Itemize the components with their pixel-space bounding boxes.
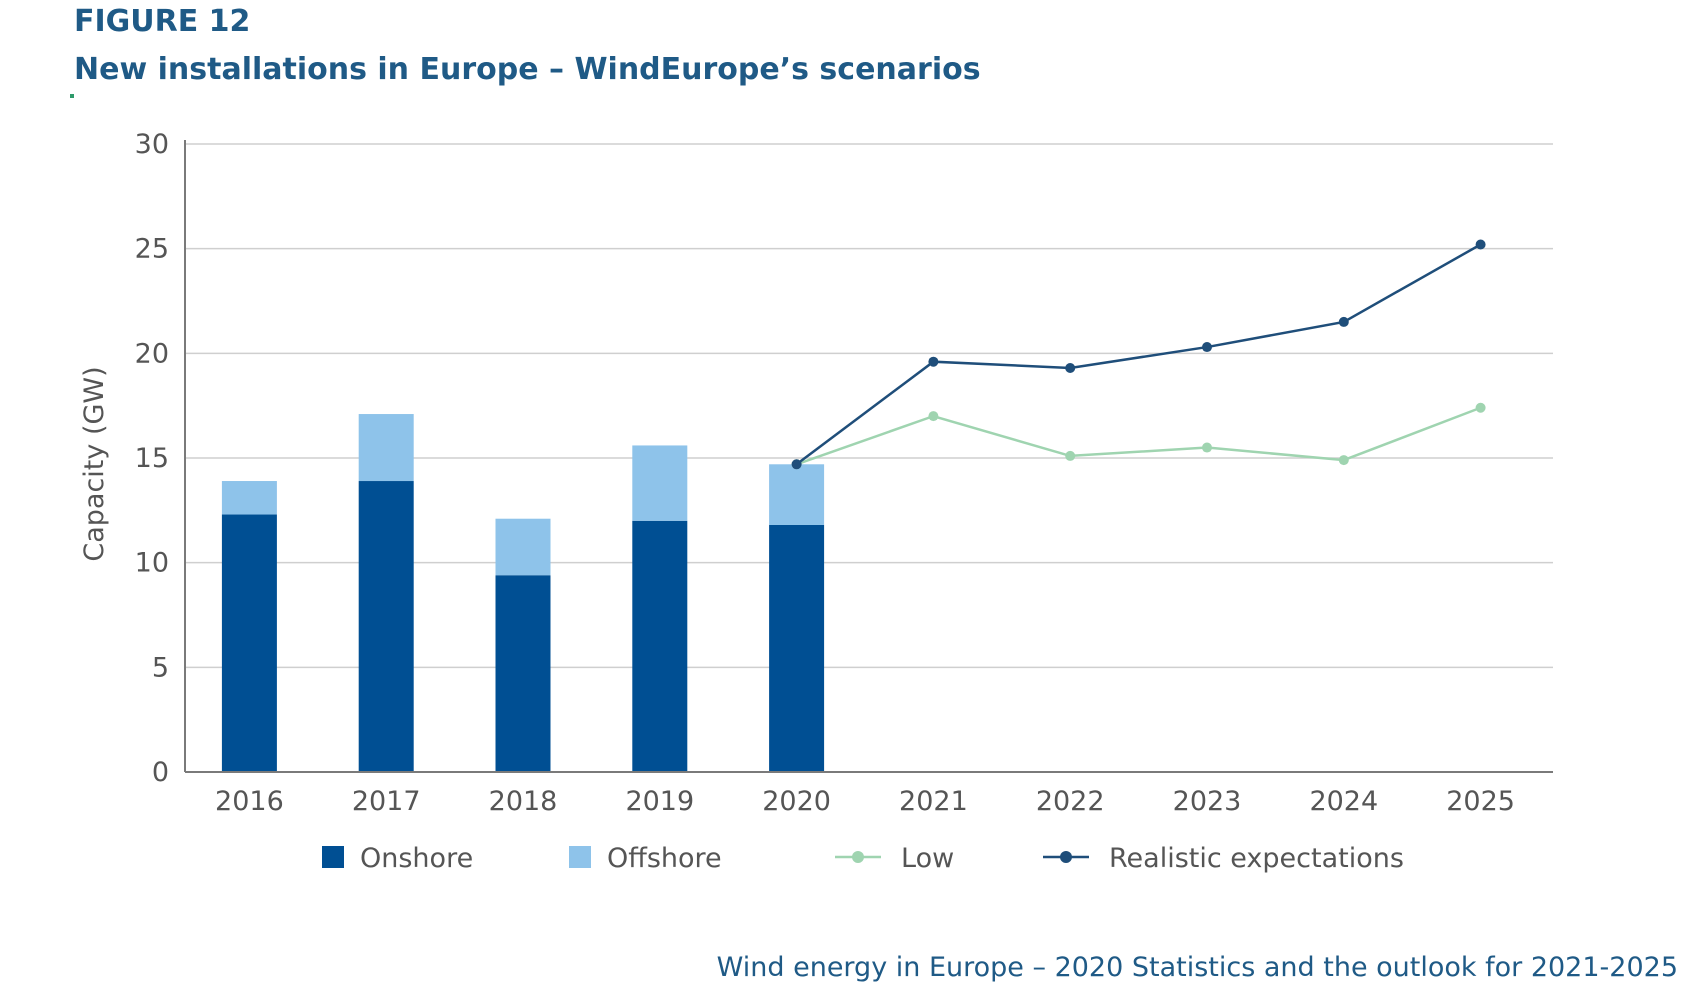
point-low-2023 <box>1202 442 1212 453</box>
legend: Onshore Offshore Low Realistic expectations <box>322 843 1404 874</box>
figure-label: FIGURE 12 <box>74 4 251 39</box>
legend-label-onshore: Onshore <box>360 843 473 874</box>
x-tick-label-2025: 2025 <box>1446 786 1515 817</box>
legend-swatch-onshore <box>322 846 344 868</box>
point-low-2022 <box>1065 450 1076 461</box>
x-tick-label-2018: 2018 <box>489 786 558 817</box>
y-tick-label: 10 <box>135 548 169 579</box>
x-tick-label-2024: 2024 <box>1309 786 1378 817</box>
bar-offshore-2016 <box>221 481 277 515</box>
point-low-2021 <box>928 411 939 422</box>
point-realistic-expectations-2021 <box>928 356 939 367</box>
line-low <box>796 406 1482 466</box>
x-tick-label-2016: 2016 <box>215 786 284 817</box>
y-tick-label: 30 <box>135 129 169 160</box>
accent-dot <box>70 94 74 98</box>
legend-label-low: Low <box>901 843 954 874</box>
line-realistic-expectations <box>795 243 1482 466</box>
bar-onshore-2019 <box>632 520 688 772</box>
legend-swatch-dot-realistic-expectations <box>1060 851 1072 863</box>
x-tick-label-2020: 2020 <box>762 786 831 817</box>
y-tick-label: 15 <box>135 443 169 474</box>
point-low-2024 <box>1338 455 1349 466</box>
source-caption: Wind energy in Europe – 2020 Statistics … <box>716 952 1678 983</box>
point-realistic-expectations-2020 <box>791 459 802 470</box>
legend-label-offshore: Offshore <box>607 843 722 874</box>
legend-label-realistic-expectations: Realistic expectations <box>1109 843 1404 874</box>
y-tick-label: 0 <box>152 757 169 788</box>
bar-onshore-2017 <box>358 481 414 772</box>
legend-swatch-dot-low <box>852 851 864 863</box>
bar-offshore-2019 <box>632 445 688 521</box>
y-tick-label: 5 <box>152 652 169 683</box>
x-tick-label-2017: 2017 <box>352 786 421 817</box>
y-tick-label: 20 <box>135 338 169 369</box>
point-realistic-expectations-2024 <box>1338 316 1349 327</box>
point-low-2025 <box>1475 402 1486 413</box>
x-tick-label-2023: 2023 <box>1173 786 1242 817</box>
y-tick-label: 25 <box>135 234 169 265</box>
bar-onshore-2020 <box>769 524 825 772</box>
y-axis-title: Capacity (GW) <box>79 366 110 561</box>
x-tick-label-2019: 2019 <box>625 786 694 817</box>
bars <box>221 414 825 772</box>
point-realistic-expectations-2025 <box>1475 239 1486 250</box>
legend-swatch-offshore <box>569 846 591 868</box>
point-realistic-expectations-2023 <box>1202 342 1212 353</box>
bar-onshore-2016 <box>221 514 277 772</box>
bar-onshore-2018 <box>495 575 551 772</box>
bar-offshore-2020 <box>769 464 825 525</box>
bar-offshore-2018 <box>495 518 551 576</box>
figure-title: New installations in Europe – WindEurope… <box>74 52 981 87</box>
x-tick-label-2022: 2022 <box>1036 786 1105 817</box>
bar-offshore-2017 <box>358 414 414 482</box>
series-lines <box>791 239 1486 470</box>
point-realistic-expectations-2022 <box>1065 362 1076 373</box>
x-tick-label-2021: 2021 <box>899 786 968 817</box>
